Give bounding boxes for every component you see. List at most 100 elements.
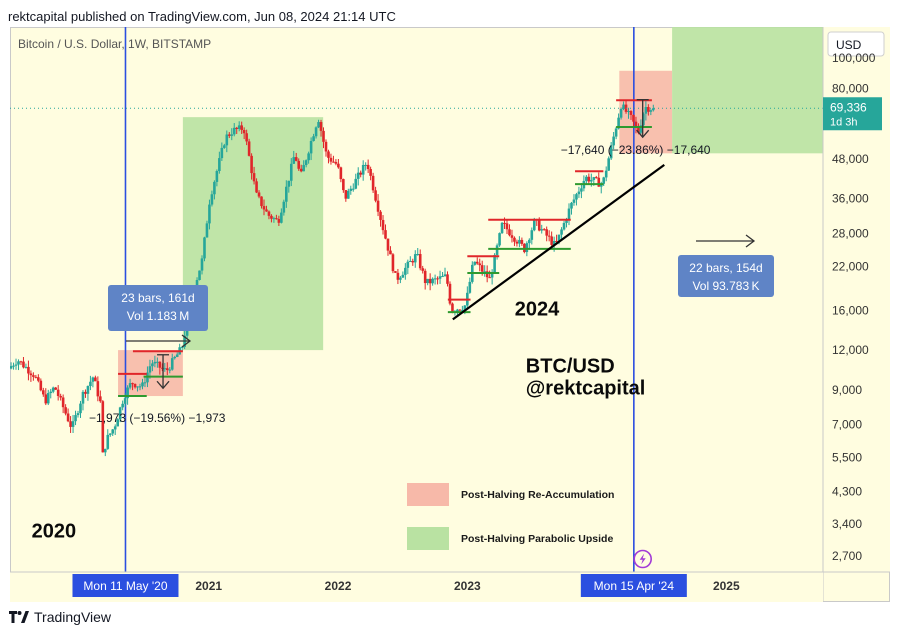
candle (153, 355, 157, 368)
candle-body (488, 277, 491, 279)
candle-body (12, 365, 15, 367)
candle-body (480, 265, 484, 272)
candle-body (252, 173, 256, 182)
candle-body (103, 448, 107, 453)
y-tick-label: 12,000 (832, 343, 869, 357)
candle (515, 239, 519, 247)
last-price-tag-bg (823, 97, 882, 131)
candle-body (356, 172, 360, 179)
zones-layer (118, 27, 823, 397)
candle-body (89, 381, 92, 387)
candle-body (265, 209, 268, 212)
candle-body (32, 375, 35, 377)
candles-layer (10, 99, 655, 457)
x-tick-label: 2023 (454, 579, 481, 593)
candle-body (560, 229, 563, 235)
candle (175, 352, 179, 358)
candle (488, 270, 491, 279)
candle-body (39, 380, 43, 391)
candle (436, 276, 439, 285)
candle (627, 107, 630, 119)
candle-body (647, 107, 650, 112)
candle-body (71, 421, 75, 427)
candle-body (262, 206, 266, 210)
annotation-rektcapital: @rektcapital (526, 377, 646, 399)
candle (267, 210, 271, 220)
candle (587, 173, 591, 185)
candle-body (66, 413, 70, 422)
candle-body (230, 134, 234, 136)
candle (614, 126, 618, 140)
candle (44, 388, 48, 406)
candle (128, 378, 132, 390)
measure-arrowhead (636, 129, 650, 139)
candle (84, 389, 87, 398)
candle (570, 201, 573, 215)
candle (448, 281, 452, 306)
candle (359, 170, 363, 178)
candle-body (468, 281, 472, 293)
info-box-line1: 22 bars, 154d (689, 261, 762, 275)
candle (89, 375, 92, 391)
candle-body (572, 199, 576, 203)
candle-body (351, 188, 355, 190)
candle (227, 132, 231, 139)
info-box-line1: 23 bars, 161d (121, 291, 194, 305)
candle-body (580, 188, 583, 192)
candle-body (136, 386, 139, 388)
candle (418, 249, 422, 271)
candle-body (500, 222, 504, 234)
candle (280, 208, 283, 224)
candle-body (106, 434, 110, 449)
candle-body (314, 127, 318, 137)
candle-body (575, 194, 578, 200)
candle-body (19, 361, 23, 363)
candle-body (386, 238, 390, 251)
overlay-layer: −1,973 (−19.56%) −1,973 −17,640 (−23.86%)… (10, 99, 823, 550)
candle (550, 231, 553, 247)
candle-body (594, 177, 598, 179)
candle (490, 269, 494, 285)
candle-body (376, 200, 380, 212)
candle-body (530, 230, 534, 240)
candle-body (463, 305, 467, 310)
candle (478, 258, 482, 272)
candle-body (99, 396, 102, 402)
measure-0: −1,973 (−19.56%) −1,973 (89, 354, 226, 425)
candle-body (56, 389, 60, 396)
candle-body (532, 219, 536, 231)
candle (567, 203, 571, 226)
candle-body (108, 433, 112, 435)
candle-body (44, 394, 48, 404)
y-tick-label: 16,000 (832, 303, 869, 317)
candle-body (242, 130, 246, 134)
candle (131, 382, 134, 391)
candle-body (649, 110, 653, 112)
candle-body (371, 175, 375, 191)
candle (27, 360, 30, 381)
candle-body (163, 368, 167, 370)
candle (438, 270, 442, 284)
candle (170, 353, 174, 371)
candle (369, 166, 372, 181)
usd-button[interactable]: USD (827, 31, 885, 57)
candle (371, 172, 375, 193)
candle-body (304, 160, 308, 166)
y-tick-label: 2,700 (832, 549, 862, 563)
candle-body (200, 258, 204, 271)
candle-body (339, 167, 343, 180)
btc-weekly-chart[interactable]: −1,973 (−19.56%) −1,973 −17,640 (−23.86%)… (10, 27, 890, 602)
annotation-2020: 2020 (32, 521, 76, 543)
candle-body (14, 364, 18, 366)
candle (577, 186, 581, 198)
candle-body (411, 260, 415, 263)
candle-body (215, 171, 219, 182)
candle-body (277, 219, 281, 223)
candle-body (483, 271, 486, 273)
candle (225, 130, 229, 153)
info-arrow-head (181, 334, 192, 348)
tradingview-logo[interactable]: TradingView (8, 609, 111, 625)
candle (342, 178, 345, 193)
candle-body (227, 134, 231, 136)
candle (66, 408, 70, 423)
